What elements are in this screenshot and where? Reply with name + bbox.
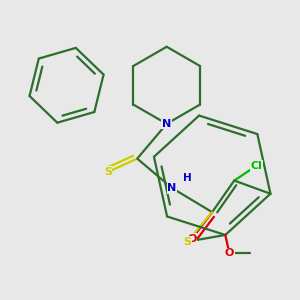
Text: O: O	[225, 248, 234, 258]
Text: O: O	[187, 234, 196, 244]
Text: N: N	[167, 183, 177, 193]
Text: N: N	[162, 119, 171, 129]
Text: Cl: Cl	[251, 160, 263, 171]
Text: H: H	[183, 173, 191, 183]
Text: S: S	[104, 167, 112, 177]
Text: S: S	[183, 237, 191, 247]
